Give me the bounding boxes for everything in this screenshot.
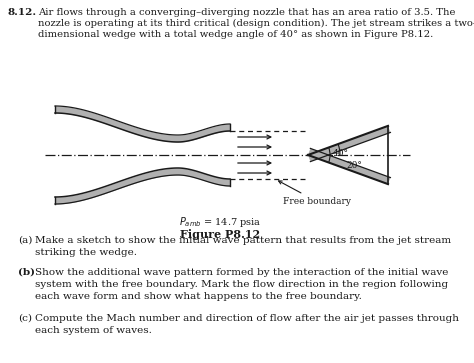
Text: 8.12.: 8.12. xyxy=(8,8,37,17)
Text: $P_{amb}$ = 14.7 psia: $P_{amb}$ = 14.7 psia xyxy=(179,215,261,229)
Text: dimensional wedge with a total wedge angle of 40° as shown in Figure P8.12.: dimensional wedge with a total wedge ang… xyxy=(38,30,433,39)
Text: system with the free boundary. Mark the flow direction in the region following: system with the free boundary. Mark the … xyxy=(35,280,448,289)
Text: 40°: 40° xyxy=(333,148,349,158)
Text: Show the additional wave pattern formed by the interaction of the initial wave: Show the additional wave pattern formed … xyxy=(35,268,448,277)
Text: Air flows through a converging–diverging nozzle that has an area ratio of 3.5. T: Air flows through a converging–diverging… xyxy=(38,8,456,17)
Text: Free boundary: Free boundary xyxy=(279,181,351,206)
Text: (a): (a) xyxy=(18,236,32,245)
Text: Make a sketch to show the initial wave pattern that results from the jet stream: Make a sketch to show the initial wave p… xyxy=(35,236,451,245)
Text: striking the wedge.: striking the wedge. xyxy=(35,248,137,257)
Polygon shape xyxy=(308,148,391,184)
Text: (b): (b) xyxy=(18,268,35,277)
Text: (c): (c) xyxy=(18,314,32,323)
Text: Figure P8.12: Figure P8.12 xyxy=(180,229,260,240)
Text: each wave form and show what happens to the free boundary.: each wave form and show what happens to … xyxy=(35,292,362,301)
Text: nozzle is operating at its third critical (design condition). The jet stream str: nozzle is operating at its third critica… xyxy=(38,19,474,28)
Text: Compute the Mach number and direction of flow after the air jet passes through: Compute the Mach number and direction of… xyxy=(35,314,459,323)
Text: 20°: 20° xyxy=(346,160,362,170)
Polygon shape xyxy=(308,126,391,162)
Text: each system of waves.: each system of waves. xyxy=(35,326,152,335)
